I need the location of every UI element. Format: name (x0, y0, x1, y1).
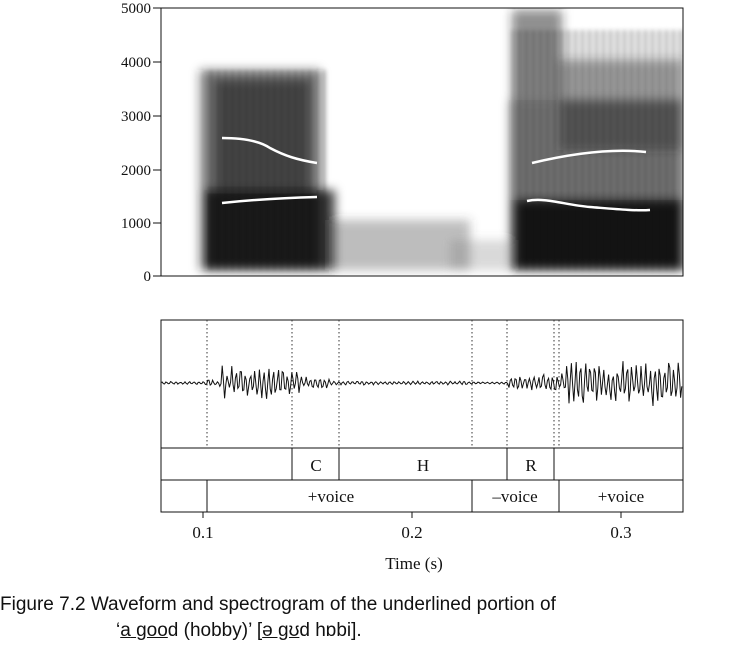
y-tick-label: 2000 (121, 163, 151, 179)
caption-line-1: Figure 7.2 Waveform and spectrogram of t… (0, 594, 556, 615)
voicing-label-2: –voice (491, 487, 537, 506)
segment-tier: C H R (161, 447, 683, 481)
caption-quote-open: ‘ (116, 620, 121, 641)
x-axis-label: Time (s) (385, 554, 442, 573)
voicing-tier: +voice –voice +voice (206, 480, 644, 512)
y-tick-label: 3000 (121, 109, 151, 125)
segment-label-h: H (417, 456, 429, 475)
waveform-panel: C H R +voice –voice +voice (160, 319, 684, 513)
time-axis: 0.1 0.2 0.3 Time (s) (192, 512, 632, 573)
x-tick-label: 0.3 (610, 523, 631, 542)
caption-line-2: ‘a good (hobby)’ [ə gʊd hɒbi]. (0, 618, 729, 644)
caption-rest: (hobby)’ [ (178, 620, 263, 641)
caption-underlined-good: goo (136, 620, 168, 641)
caption-ipa-underlined: ə gʊ (262, 620, 300, 641)
y-tick-label: 4000 (121, 55, 151, 71)
segment-label-c: C (310, 456, 321, 475)
y-tick-label: 5000 (121, 1, 151, 17)
y-tick-label: 1000 (121, 216, 151, 232)
figure-caption: Figure 7.2 Waveform and spectrogram of t… (0, 592, 729, 644)
waveform-trace (160, 361, 683, 407)
voicing-label-3: +voice (598, 487, 644, 506)
x-tick-label: 0.2 (401, 523, 422, 542)
caption-ipa-rest: d hɒbi]. (299, 620, 362, 641)
spectrogram-y-axis: 5000 4000 3000 2000 1000 0 (121, 1, 161, 285)
caption-d: d (167, 620, 179, 641)
spectrogram-energy (200, 10, 683, 270)
x-tick-label: 0.1 (192, 523, 213, 542)
waveform-frame (160, 319, 684, 513)
y-tick-label: 0 (144, 269, 152, 285)
voicing-label-1: +voice (308, 487, 354, 506)
caption-underlined-a: a (120, 620, 131, 641)
figure-graphic: 5000 4000 3000 2000 1000 0 (121, 1, 684, 573)
spectrogram: 5000 4000 3000 2000 1000 0 (121, 1, 684, 285)
segment-label-r: R (525, 456, 537, 475)
